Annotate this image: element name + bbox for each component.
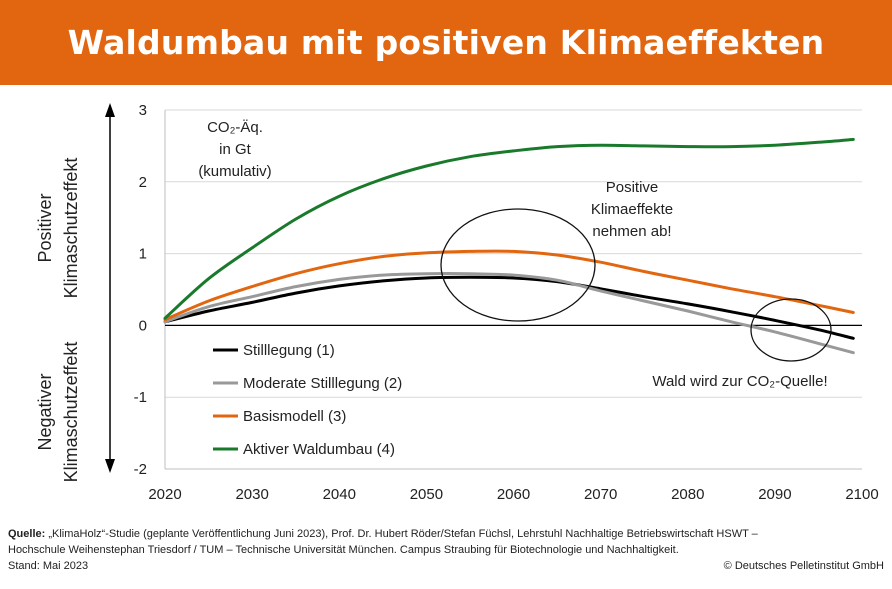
series-moderate-stilllegung-line <box>163 272 855 355</box>
y-tick-label: -2 <box>134 461 147 478</box>
x-tick-label: 2040 <box>323 486 356 503</box>
y-tick-label: 3 <box>139 102 147 119</box>
source-line-1: Quelle: „KlimaHolz“-Studie (geplante Ver… <box>8 526 884 542</box>
y-label-positive: Positiver Klimaschutzeffekt <box>35 158 81 299</box>
annotation-positive: Positive <box>606 179 659 196</box>
y-tick-label: -1 <box>134 389 147 406</box>
footer: Quelle: „KlimaHolz“-Studie (geplante Ver… <box>8 526 884 574</box>
stand-date: Stand: Mai 2023 <box>8 560 89 572</box>
y-label-negative-line: Negativer <box>35 373 55 450</box>
y-label-positive-line: Positiver <box>35 193 55 262</box>
copyright: © Deutsches Pelletinstitut GmbH <box>723 560 884 572</box>
y-label-positive-line: Klimaschutzeffekt <box>61 158 81 299</box>
unit-label: CO₂-Äq. <box>207 119 263 136</box>
source-label: Quelle: <box>8 528 46 540</box>
source-text: „KlimaHolz“-Studie (geplante Veröffentli… <box>45 528 758 540</box>
arrow-up-icon <box>105 103 115 117</box>
y-label-negative: Negativer Klimaschutzeffekt <box>35 342 81 483</box>
x-tick-label: 2080 <box>671 486 704 503</box>
legend-label: Stilllegung (1) <box>243 342 335 359</box>
y-tick-label: 0 <box>139 317 147 334</box>
y-label-negative-line: Klimaschutzeffekt <box>61 342 81 483</box>
y-tick-label: 1 <box>139 246 147 263</box>
highlight-ellipse-peak <box>440 208 596 322</box>
legend-label: Moderate Stilllegung (2) <box>243 375 402 392</box>
x-tick-label: 2020 <box>148 486 181 503</box>
unit-label: in Gt <box>219 141 252 158</box>
series-basismodell-line <box>163 249 855 322</box>
page-title: Waldumbau mit positiven Klimaeffekten <box>0 0 892 85</box>
series-stilllegung-line <box>163 275 855 340</box>
series-aktiver-waldumbau-line <box>163 137 855 320</box>
x-tick-label: 2030 <box>235 486 268 503</box>
annotation-positive: nehmen ab! <box>592 223 671 240</box>
legend-label: Aktiver Waldumbau (4) <box>243 441 395 458</box>
legend-label: Basismodell (3) <box>243 408 346 425</box>
x-tick-label: 2090 <box>758 486 791 503</box>
x-tick-label: 2060 <box>497 486 530 503</box>
arrow-down-icon <box>105 459 115 473</box>
unit-label: (kumulativ) <box>198 163 271 180</box>
x-tick-label: 2100 <box>845 486 878 503</box>
highlight-ellipse-source <box>750 298 832 362</box>
x-tick-label: 2070 <box>584 486 617 503</box>
source-line-2: Hochschule Weihenstephan Triesdorf / TUM… <box>8 544 679 556</box>
annotation-co2-source: Wald wird zur CO₂-Quelle! <box>652 373 827 390</box>
y-tick-label: 2 <box>139 174 147 191</box>
annotation-positive: Klimaeffekte <box>591 201 673 218</box>
x-tick-label: 2050 <box>410 486 443 503</box>
